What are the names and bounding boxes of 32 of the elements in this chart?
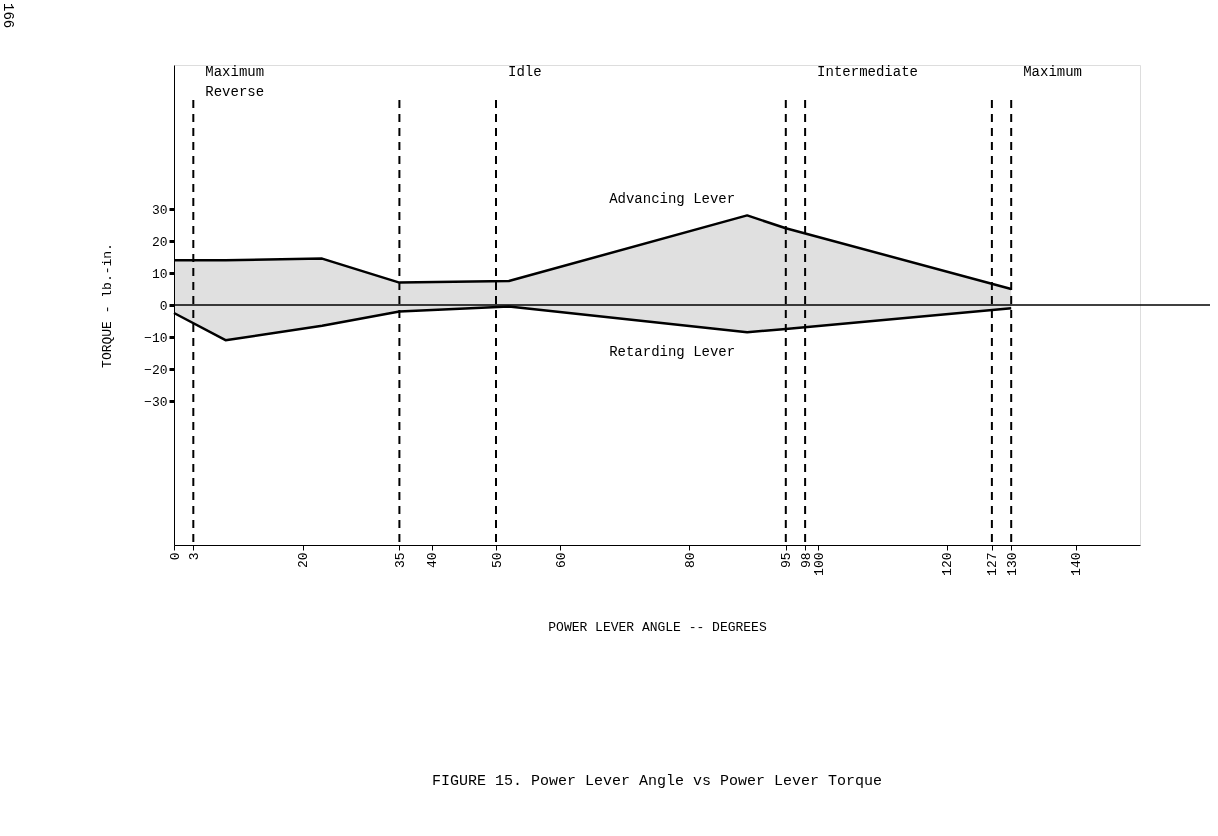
y-tick-label: −10: [144, 330, 168, 346]
x-axis-title: POWER LEVER ANGLE -- DEGREES: [548, 619, 767, 635]
x-tick-label: 40: [425, 552, 441, 569]
x-tick-label: 35: [392, 552, 408, 569]
x-tick-label: 3: [186, 552, 202, 561]
x-tick-label: 127: [985, 552, 1001, 576]
ref-line-label: Idle: [508, 64, 542, 80]
text: 166: [0, 3, 16, 29]
x-tick-label: 120: [940, 552, 956, 576]
x-tick-label: 98: [798, 552, 814, 569]
x-tick-label: 100: [811, 552, 827, 576]
text: FIGURE 15. Power Lever Angle vs Power Lever Torque: [431, 773, 883, 791]
y-tick-label: 30: [151, 202, 168, 218]
series-label: Retarding Lever: [609, 344, 736, 361]
ref-line-label: Maximum: [1023, 64, 1083, 80]
x-tick-label: 80: [682, 552, 698, 569]
x-tick-label: 95: [779, 552, 795, 569]
y-tick-label: 20: [151, 234, 168, 250]
ref-line-label: Intermediate: [817, 64, 918, 80]
x-tick-label: 140: [1069, 552, 1085, 576]
x-tick-label: 60: [553, 552, 569, 569]
series-label: Advancing Lever: [609, 191, 736, 208]
y-tick-label: −30: [144, 394, 168, 410]
x-tick-label: 0: [167, 552, 183, 561]
y-axis-title: TORQUE - lb.-in.: [100, 243, 116, 368]
y-tick-label: 0: [159, 298, 168, 314]
x-tick-label: 130: [1004, 552, 1020, 576]
y-tick-label: −20: [144, 362, 168, 378]
x-tick-label: 50: [489, 552, 505, 569]
y-tick-label: 10: [151, 266, 168, 282]
x-tick-label: 20: [296, 552, 312, 569]
ref-line-label: Maximum Reverse: [205, 64, 265, 100]
